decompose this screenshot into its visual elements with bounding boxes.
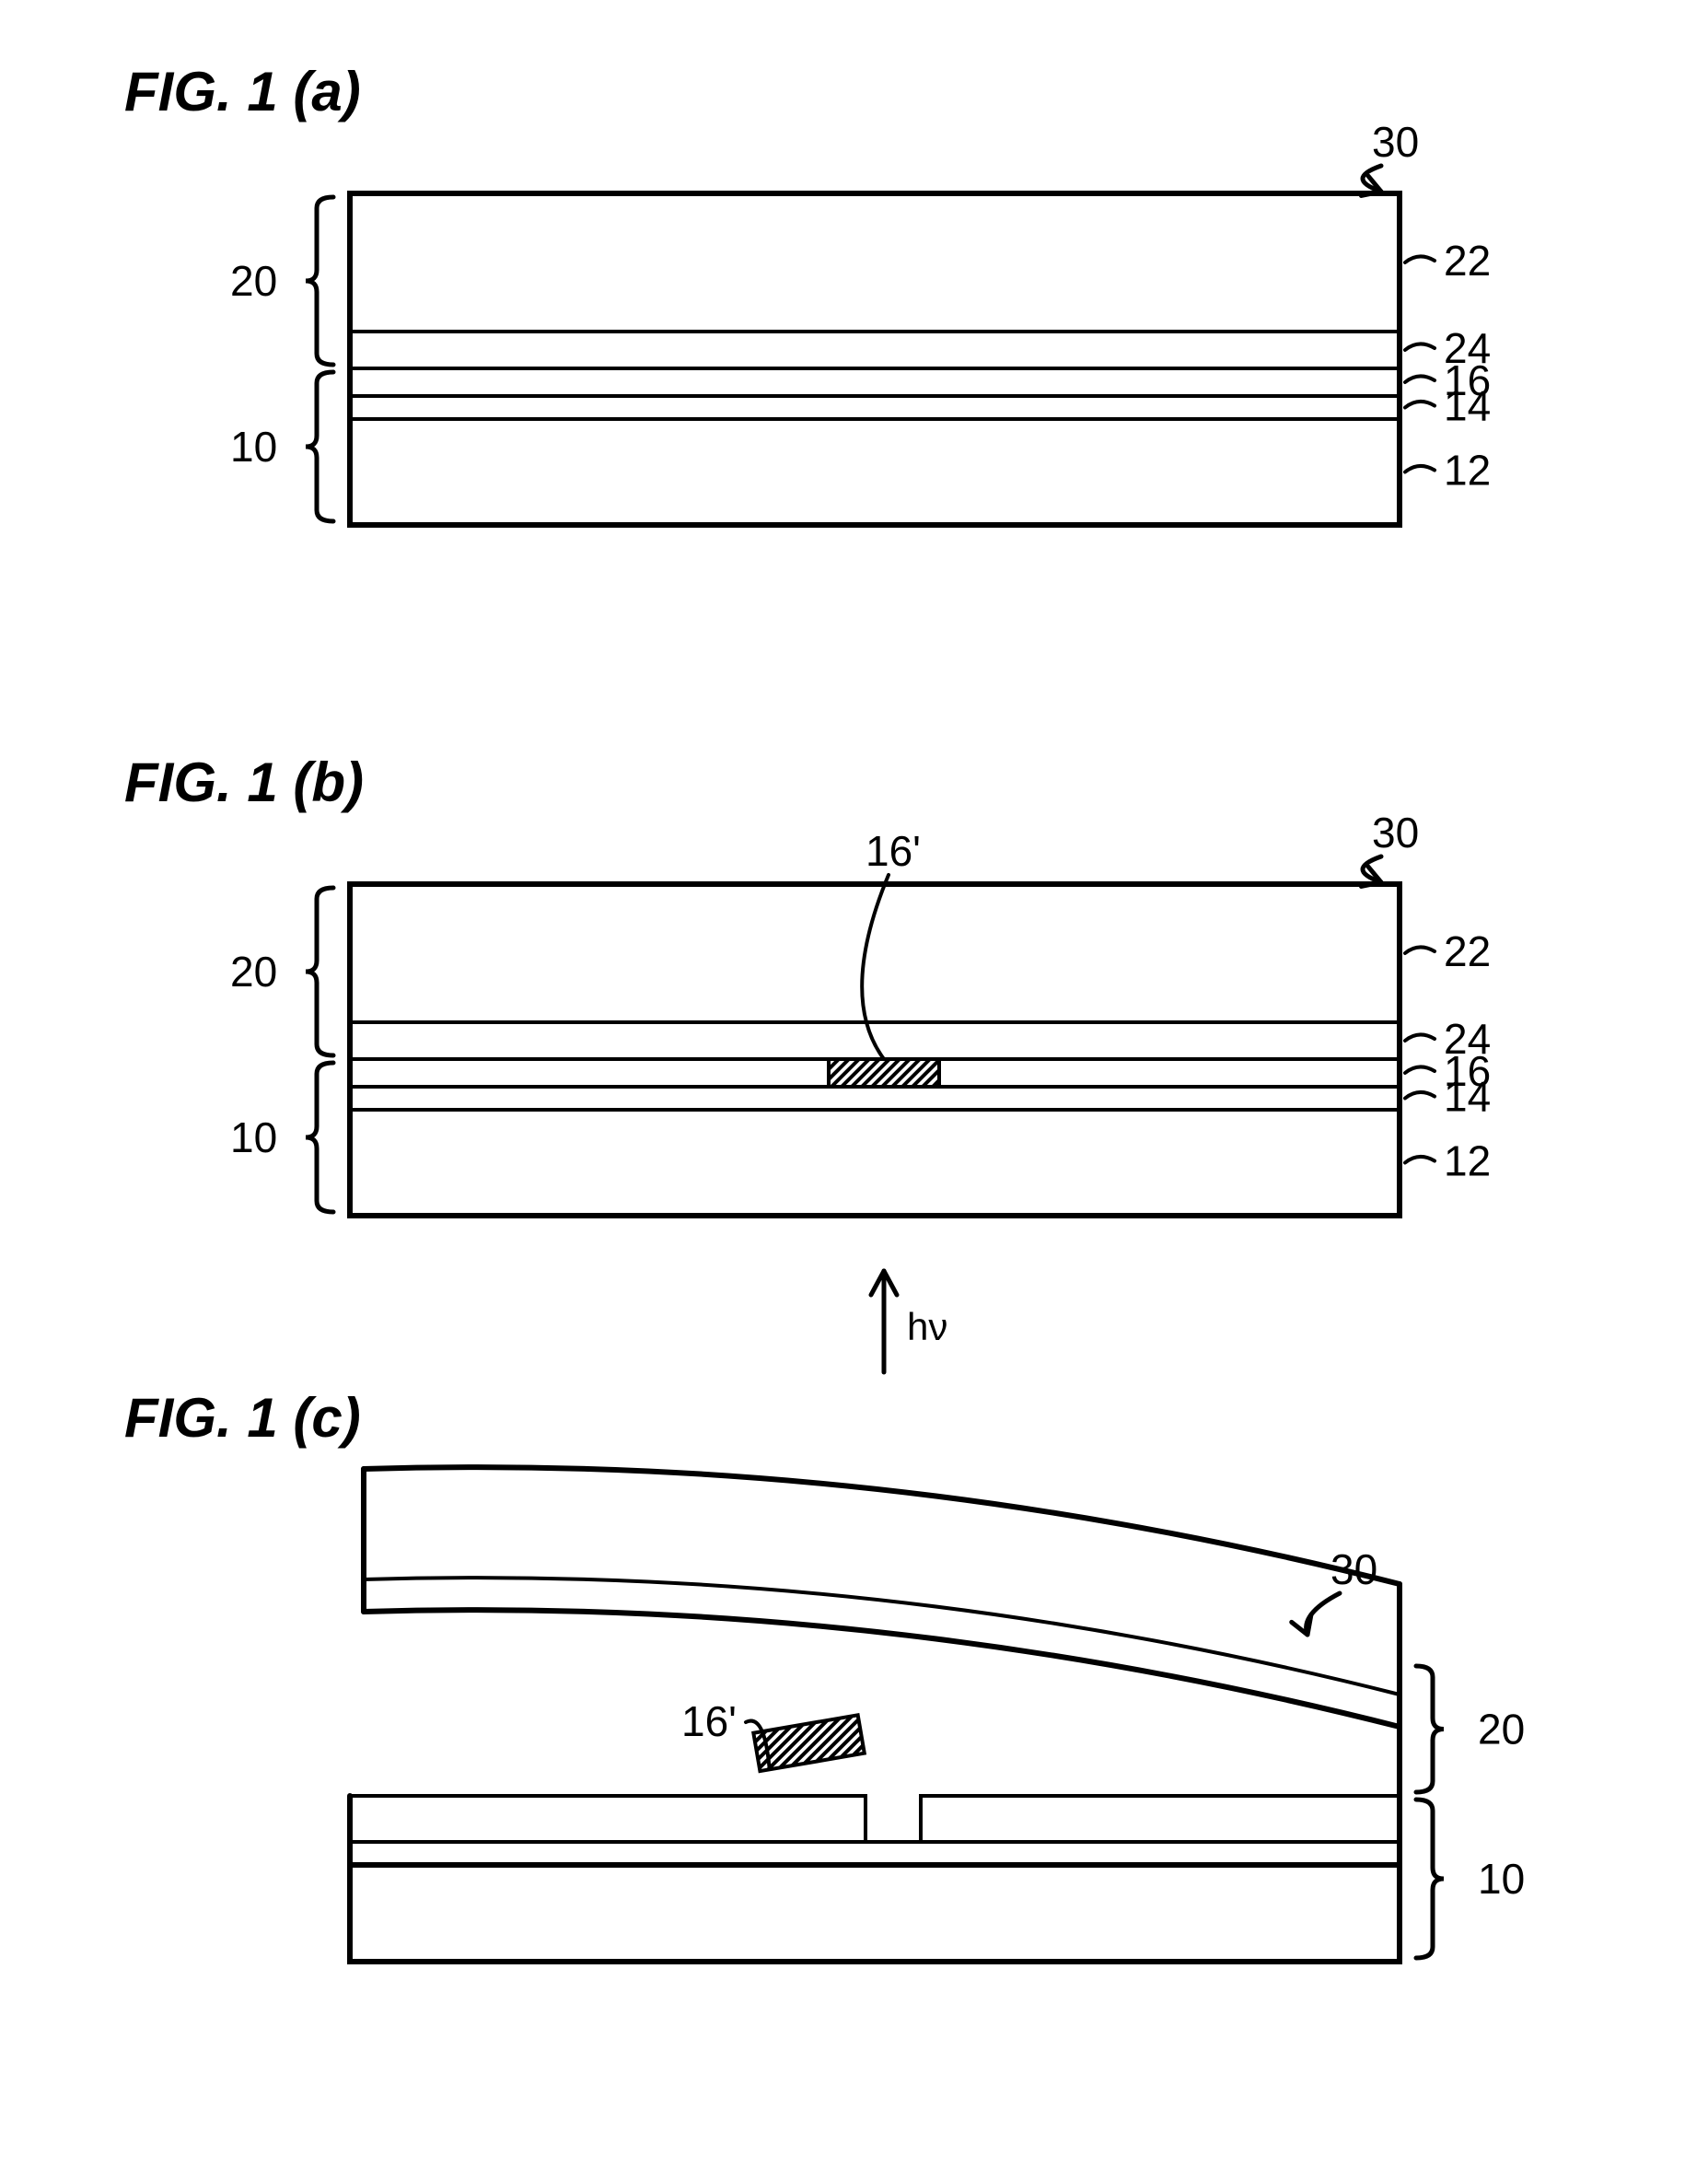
svg-text:30: 30	[1330, 1545, 1377, 1593]
svg-text:20: 20	[1478, 1706, 1525, 1753]
svg-text:16': 16'	[681, 1697, 737, 1745]
svg-text:10: 10	[1478, 1855, 1525, 1903]
fig-1c-svg: FIG. 1 (c) 16' 20 10 30	[0, 0, 1708, 2167]
svg-text:FIG. 1 (c): FIG. 1 (c)	[124, 1387, 361, 1449]
